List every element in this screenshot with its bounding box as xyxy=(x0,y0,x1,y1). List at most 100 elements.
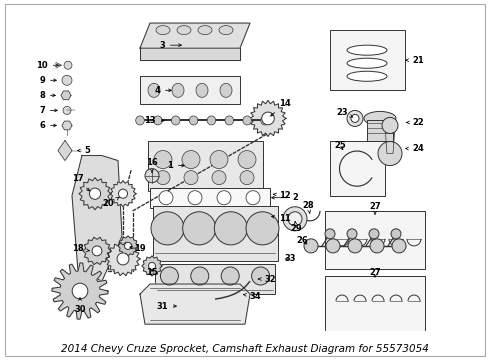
Ellipse shape xyxy=(136,116,144,125)
Circle shape xyxy=(92,246,102,256)
Text: 16: 16 xyxy=(146,158,158,173)
Polygon shape xyxy=(140,23,250,48)
Bar xyxy=(367,121,393,140)
Text: 13: 13 xyxy=(144,116,164,125)
Circle shape xyxy=(184,171,198,185)
Circle shape xyxy=(214,212,247,245)
Circle shape xyxy=(392,239,406,253)
Text: 30: 30 xyxy=(74,298,86,314)
Circle shape xyxy=(210,150,228,168)
Ellipse shape xyxy=(207,116,216,125)
Ellipse shape xyxy=(347,45,387,55)
Polygon shape xyxy=(83,237,111,265)
Circle shape xyxy=(262,112,274,125)
Ellipse shape xyxy=(347,71,387,81)
Text: 12: 12 xyxy=(273,191,291,200)
Text: 32: 32 xyxy=(258,275,276,284)
Text: 9: 9 xyxy=(39,76,56,85)
Text: 2: 2 xyxy=(271,193,298,202)
Circle shape xyxy=(283,207,307,231)
Circle shape xyxy=(160,267,178,285)
Circle shape xyxy=(145,168,159,183)
Text: 8: 8 xyxy=(39,91,55,100)
Ellipse shape xyxy=(148,83,160,97)
Bar xyxy=(152,206,277,261)
Text: 3: 3 xyxy=(159,41,181,50)
Circle shape xyxy=(72,283,88,299)
Ellipse shape xyxy=(364,111,396,125)
Polygon shape xyxy=(118,236,138,256)
Polygon shape xyxy=(142,256,162,276)
Ellipse shape xyxy=(219,26,233,35)
Text: 7: 7 xyxy=(39,106,57,115)
Text: 6: 6 xyxy=(39,121,56,130)
Circle shape xyxy=(62,75,72,85)
Text: 17: 17 xyxy=(72,174,90,191)
Text: 31: 31 xyxy=(156,302,176,311)
Ellipse shape xyxy=(189,116,198,125)
Circle shape xyxy=(347,229,357,239)
Text: 14: 14 xyxy=(270,99,291,116)
Text: 4: 4 xyxy=(154,86,172,95)
Circle shape xyxy=(246,191,260,205)
Polygon shape xyxy=(58,140,72,161)
Polygon shape xyxy=(106,242,140,276)
Circle shape xyxy=(238,150,256,168)
Text: 22: 22 xyxy=(406,118,424,127)
Ellipse shape xyxy=(177,26,191,35)
Text: 10: 10 xyxy=(36,61,58,70)
Polygon shape xyxy=(250,100,286,136)
Text: 2014 Chevy Cruze Sprocket, Camshaft Exhaust Diagram for 55573054: 2014 Chevy Cruze Sprocket, Camshaft Exha… xyxy=(61,344,429,354)
Text: 1: 1 xyxy=(167,161,184,170)
Text: 29: 29 xyxy=(290,221,302,233)
Text: 26: 26 xyxy=(296,237,308,246)
Circle shape xyxy=(156,171,170,185)
Circle shape xyxy=(89,188,100,199)
Circle shape xyxy=(369,229,379,239)
Circle shape xyxy=(148,262,155,270)
Circle shape xyxy=(117,253,129,265)
Text: 23: 23 xyxy=(336,108,353,117)
Circle shape xyxy=(217,191,231,205)
Circle shape xyxy=(64,61,72,69)
Text: 15: 15 xyxy=(146,269,158,278)
Bar xyxy=(330,30,405,90)
Bar xyxy=(330,140,385,196)
Polygon shape xyxy=(62,121,72,130)
Text: 33: 33 xyxy=(284,255,296,264)
Circle shape xyxy=(304,239,318,253)
Bar xyxy=(325,276,425,331)
Bar xyxy=(155,264,275,294)
Ellipse shape xyxy=(261,116,270,125)
Circle shape xyxy=(370,239,384,253)
Text: 20: 20 xyxy=(102,197,119,208)
Circle shape xyxy=(182,150,200,168)
Polygon shape xyxy=(140,284,250,324)
Circle shape xyxy=(151,212,184,245)
Bar xyxy=(147,140,263,191)
Circle shape xyxy=(246,212,279,245)
Circle shape xyxy=(159,191,173,205)
Circle shape xyxy=(221,267,239,285)
Text: 27: 27 xyxy=(369,202,381,214)
Bar xyxy=(140,76,240,104)
Circle shape xyxy=(288,212,302,226)
Text: 11: 11 xyxy=(271,214,291,223)
Circle shape xyxy=(154,150,172,168)
Ellipse shape xyxy=(172,116,180,125)
Ellipse shape xyxy=(347,58,387,68)
Ellipse shape xyxy=(225,116,234,125)
Text: 34: 34 xyxy=(244,292,261,301)
Circle shape xyxy=(188,191,202,205)
Text: 21: 21 xyxy=(406,56,424,65)
Circle shape xyxy=(251,267,270,285)
Circle shape xyxy=(191,267,209,285)
Circle shape xyxy=(124,242,131,249)
Ellipse shape xyxy=(243,116,251,125)
Circle shape xyxy=(212,171,226,185)
Text: 24: 24 xyxy=(406,144,424,153)
Polygon shape xyxy=(61,91,71,100)
Ellipse shape xyxy=(196,83,208,97)
Circle shape xyxy=(183,212,216,245)
Circle shape xyxy=(63,107,71,114)
